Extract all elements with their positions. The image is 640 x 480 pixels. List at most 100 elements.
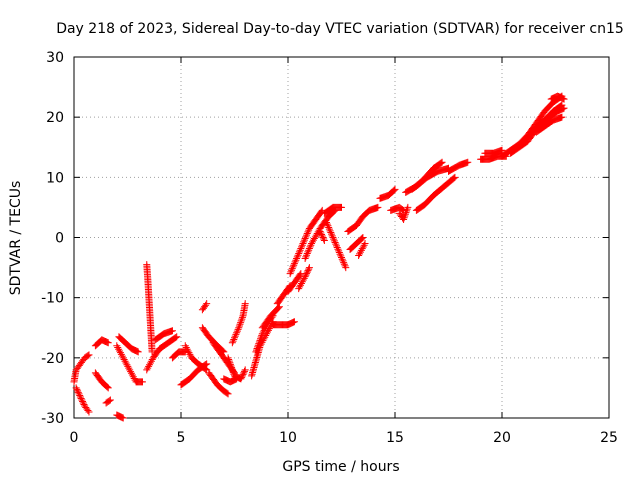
data-point [231,332,239,340]
y-tick-label: -20 [41,351,64,367]
data-point [287,268,295,276]
series-track-36 [355,240,369,260]
data-point [173,333,181,341]
data-point [340,260,348,268]
data-point [202,301,210,309]
data-point [290,260,298,268]
data-point [296,271,304,279]
series-track-40 [402,164,452,196]
data-point [240,369,248,377]
data-point [328,232,336,240]
data-point [235,322,243,330]
data-point [228,339,236,347]
data-point [228,364,236,372]
series-track-50 [547,92,568,103]
data-point [103,383,111,391]
data-point [404,203,412,211]
series-track-39 [395,203,412,223]
data-point [227,362,235,370]
data-point [323,220,331,228]
series-track-41 [408,158,446,193]
data-point [301,255,309,263]
data-point [79,399,87,407]
data-point [300,236,308,244]
data-point [304,267,312,275]
data-point [326,227,334,235]
data-point [391,185,399,193]
data-point [305,265,313,273]
data-point [238,313,246,321]
data-point [226,359,234,367]
data-point [403,207,411,215]
ticks-layer: 0 5 10 15 20 25 -30 -20 -10 0 10 20 30 [41,50,618,446]
data-point [403,205,411,213]
data-point [340,259,348,267]
y-tick-label: 0 [55,231,64,247]
data-point [325,225,333,233]
data-point [301,235,309,243]
series-track-19 [224,354,249,383]
data-point [138,378,146,386]
series-track-42 [412,173,459,214]
x-axis-label: GPS time / hours [282,459,399,475]
series-track-17 [205,369,232,398]
series-track-43 [445,158,472,175]
data-point [168,327,176,335]
data-point [255,338,263,346]
data-point [327,228,335,236]
data-point [325,223,333,231]
data-point [303,270,311,278]
data-point [76,391,84,399]
data-point [303,250,311,258]
data-point [295,248,303,256]
series-track-10 [143,333,181,374]
data-point [360,241,368,249]
data-point [402,209,410,217]
data-point [328,230,336,238]
series-track-23 [252,312,277,356]
data-point [338,255,346,263]
data-point [331,239,339,247]
data-point [231,334,238,342]
data-point [80,400,88,408]
x-tick-label: 10 [279,430,297,446]
data-point [390,186,398,194]
data-point [301,273,309,281]
y-axis-label: SDTVAR / TECUs [8,181,24,296]
data-point [72,384,80,392]
data-point [320,235,328,243]
data-point [84,352,92,360]
series-track-34 [344,203,382,235]
data-point [401,212,409,220]
data-point [337,252,345,260]
data-point [332,240,340,248]
data-point [74,387,82,395]
series-track-38 [387,203,408,214]
series-track-35 [346,234,367,254]
data-point [253,345,261,353]
data-point [296,246,304,254]
data-point [229,369,237,377]
data-point [329,234,337,241]
data-point [84,406,92,414]
data-point [330,237,338,245]
data-point [398,206,406,214]
data-point [293,253,301,261]
data-point [338,254,345,262]
data-point [237,317,245,325]
data-point [237,319,245,327]
data-point [317,229,325,237]
data-point [106,396,114,404]
data-point [323,218,331,226]
data-point [303,231,311,239]
data-point [256,336,264,344]
data-point [297,245,305,253]
data-point [294,251,302,259]
series-track-29 [286,206,326,278]
series-track-11 [151,327,176,344]
data-point [304,228,312,236]
data-point [119,414,127,422]
data-point [318,230,326,238]
data-point [254,343,262,351]
series-track-25 [269,318,298,329]
